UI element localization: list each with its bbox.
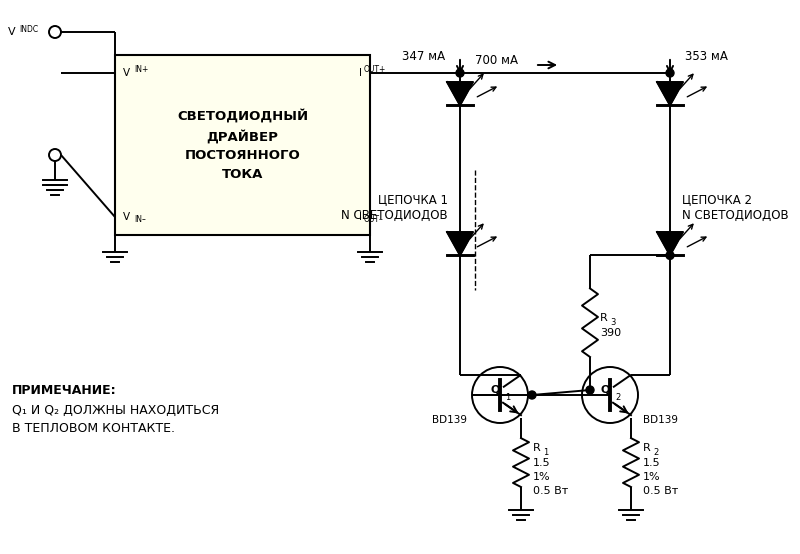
Text: IN+: IN+ — [134, 65, 148, 74]
Text: 1%: 1% — [643, 471, 661, 481]
FancyBboxPatch shape — [115, 55, 370, 235]
Text: 1.5: 1.5 — [643, 458, 661, 468]
Circle shape — [456, 69, 464, 77]
Circle shape — [528, 391, 536, 399]
Text: ЦЕПОЧКА 1: ЦЕПОЧКА 1 — [378, 193, 448, 207]
Text: ПРИМЕЧАНИЕ:: ПРИМЕЧАНИЕ: — [12, 383, 117, 397]
Polygon shape — [657, 232, 683, 255]
Text: R: R — [533, 443, 541, 453]
Text: N СВЕТОДИОДОВ: N СВЕТОДИОДОВ — [682, 208, 789, 222]
Text: 1.5: 1.5 — [533, 458, 550, 468]
Text: СВЕТОДИОДНЫЙ
ДРАЙВЕР
ПОСТОЯННОГО
ТОКА: СВЕТОДИОДНЫЙ ДРАЙВЕР ПОСТОЯННОГО ТОКА — [177, 109, 308, 181]
Text: 1: 1 — [505, 392, 510, 402]
Text: N СВЕТОДИОДОВ: N СВЕТОДИОДОВ — [342, 208, 448, 222]
Text: R: R — [643, 443, 650, 453]
Text: 0.5 Вт: 0.5 Вт — [533, 485, 568, 496]
Text: В ТЕПЛОВОМ КОНТАКТЕ.: В ТЕПЛОВОМ КОНТАКТЕ. — [12, 422, 175, 434]
Text: BD139: BD139 — [643, 415, 678, 425]
Text: R: R — [600, 312, 608, 322]
Circle shape — [666, 69, 674, 77]
Circle shape — [666, 252, 674, 259]
Text: OUT–: OUT– — [364, 216, 384, 224]
Text: V: V — [8, 27, 16, 37]
Text: Q₁ И Q₂ ДОЛЖНЫ НАХОДИТЬСЯ: Q₁ И Q₂ ДОЛЖНЫ НАХОДИТЬСЯ — [12, 403, 219, 417]
Text: 0.5 Вт: 0.5 Вт — [643, 485, 678, 496]
Text: V: V — [123, 68, 130, 78]
Text: BD139: BD139 — [432, 415, 467, 425]
Text: I: I — [359, 68, 362, 78]
Text: V: V — [123, 212, 130, 222]
Text: 1: 1 — [543, 448, 548, 457]
Text: 390: 390 — [600, 328, 621, 338]
Text: Q: Q — [490, 385, 500, 395]
Text: OUT+: OUT+ — [364, 65, 386, 74]
Text: 347 мА: 347 мА — [402, 50, 445, 64]
Text: 3: 3 — [610, 318, 615, 327]
Text: 353 мА: 353 мА — [685, 50, 728, 64]
Text: Q: Q — [600, 385, 610, 395]
Text: 1%: 1% — [533, 471, 550, 481]
Text: IN–: IN– — [134, 216, 146, 224]
Circle shape — [586, 386, 594, 394]
Text: 2: 2 — [615, 392, 620, 402]
Polygon shape — [447, 232, 473, 255]
Text: 2: 2 — [653, 448, 658, 457]
Text: 700 мА: 700 мА — [475, 54, 518, 68]
Text: INDC: INDC — [19, 24, 38, 33]
Text: ЦЕПОЧКА 2: ЦЕПОЧКА 2 — [682, 193, 752, 207]
Polygon shape — [657, 82, 683, 105]
Text: I: I — [359, 212, 362, 222]
Polygon shape — [447, 82, 473, 105]
